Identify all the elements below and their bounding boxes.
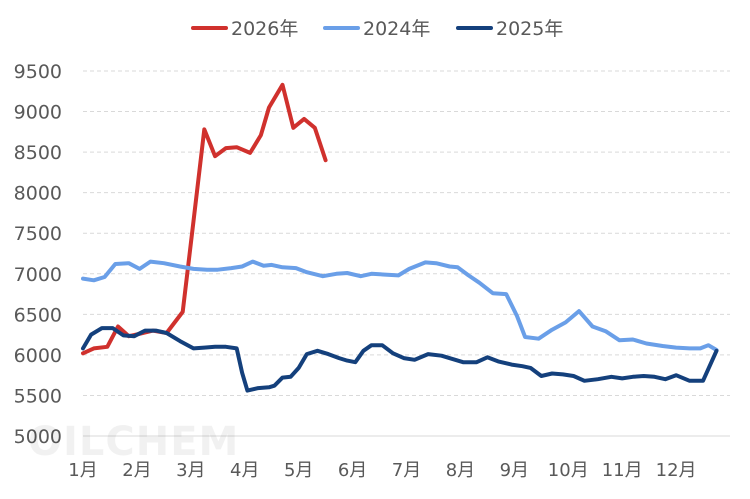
x-tick-label: 3月 — [176, 460, 205, 481]
y-tick-label: 7000 — [14, 264, 62, 286]
y-tick-label: 5500 — [14, 385, 62, 407]
series-line-0 — [81, 82, 328, 356]
x-tick-label: 1月 — [68, 460, 97, 481]
x-tick-label: 8月 — [446, 460, 475, 481]
watermark-text: OILCHEM — [28, 419, 239, 465]
legend-label: 2026年 — [231, 18, 298, 40]
legend-label: 2024年 — [363, 18, 430, 40]
y-tick-label: 9500 — [14, 61, 62, 83]
x-tick-label: 9月 — [500, 460, 529, 481]
gridlines — [83, 70, 730, 396]
y-tick-label: 5000 — [14, 426, 62, 448]
x-tick-label: 11月 — [602, 460, 643, 481]
y-tick-label: 6000 — [14, 345, 62, 367]
x-tick-label: 4月 — [230, 460, 259, 481]
y-tick-label: 8000 — [14, 183, 62, 205]
x-tick-label: 6月 — [338, 460, 367, 481]
x-tick-label: 7月 — [392, 460, 421, 481]
series-line-1 — [81, 259, 719, 352]
x-tick-label: 2月 — [122, 460, 151, 481]
y-tick-label: 8500 — [14, 142, 62, 164]
x-tick-label: 10月 — [548, 460, 589, 481]
y-axis-ticks: 5000 5500 6000 6500 7000 7500 8000 8500 9000 9500 — [14, 61, 62, 448]
series-line-2 — [81, 326, 719, 393]
x-tick-label: 5月 — [284, 460, 313, 481]
legend: 2026年 2024年 2025年 — [191, 18, 563, 40]
y-tick-label: 7500 — [14, 223, 62, 245]
legend-label: 2025年 — [496, 18, 563, 40]
y-tick-label: 9000 — [14, 102, 62, 124]
y-tick-label: 6500 — [14, 304, 62, 326]
x-axis-ticks: 1月 2月 3月 4月 5月 6月 7月 8月 9月 10月 11月 12月 — [68, 460, 696, 481]
series-lines — [81, 82, 719, 393]
x-tick-label: 12月 — [656, 460, 697, 481]
